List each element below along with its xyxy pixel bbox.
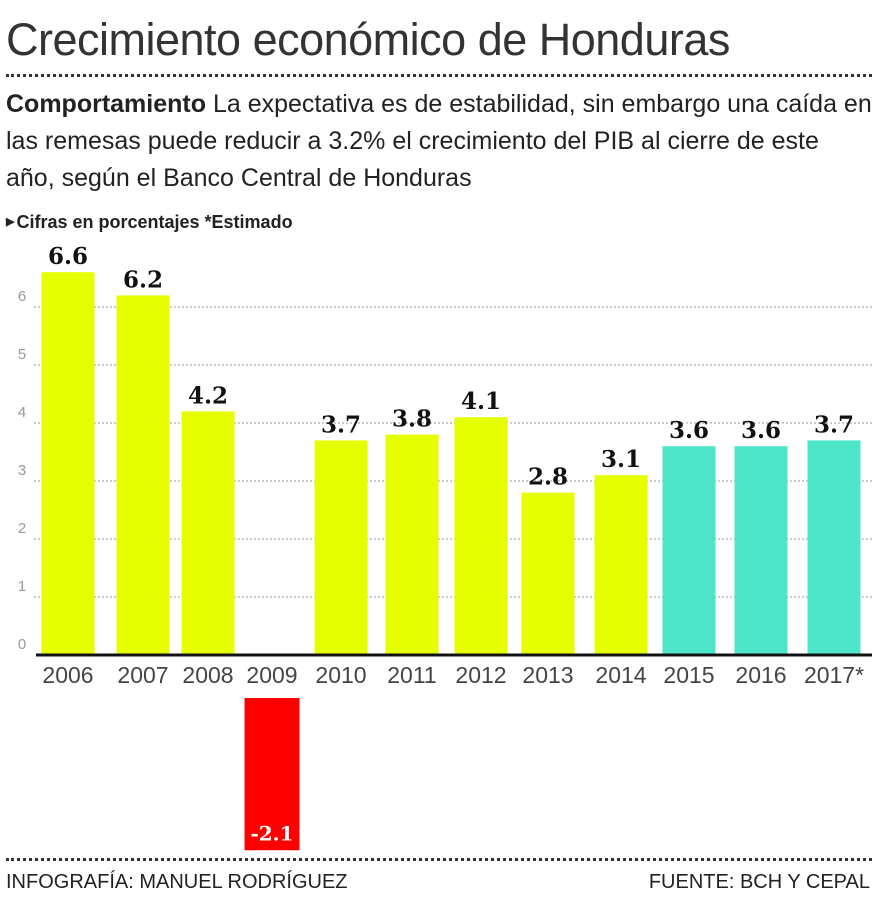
subtitle-lead: Comportamiento [6,90,206,118]
y-tick-label: 2 [18,520,26,537]
source: FUENTE: BCH Y CEPAL [648,871,870,893]
bar [41,272,95,655]
subtitle-text: La expectativa es de estabilidad, sin em… [6,90,872,192]
x-tick-label: 2012 [455,662,506,688]
title-divider [6,74,872,77]
x-tick-label: 2007 [117,662,168,688]
bar [314,440,368,655]
y-tick-label: 1 [18,578,26,595]
data-label: 6.6 [48,243,88,270]
bar [807,440,861,655]
data-label: 4.1 [461,388,501,415]
bar [454,417,508,655]
note-text: Cifras en porcentajes *Estimado [16,212,293,232]
chart-note: ▶ Cifras en porcentajes *Estimado [6,212,293,233]
x-tick-label: 2006 [42,662,93,688]
data-label: 4.2 [188,382,228,409]
y-tick-label: 3 [18,462,26,479]
bar [181,411,235,655]
bar [734,446,788,655]
data-label: -2.1 [250,821,293,845]
y-tick-label: 0 [18,636,26,653]
data-label: 6.2 [123,266,163,293]
page-title: Crecimiento económico de Honduras [6,14,730,65]
data-label: 2.8 [528,464,568,491]
x-tick-label: 2010 [315,662,366,688]
x-tick-label: 2009 [246,662,297,688]
y-tick-label: 5 [18,346,26,363]
bar [521,492,575,655]
data-label: 3.7 [321,411,361,438]
data-label: 3.8 [392,406,432,433]
y-tick-label: 4 [18,404,26,421]
bar [116,295,170,655]
triangle-icon: ▶ [6,216,15,228]
x-tick-label: 2013 [522,662,573,688]
bar [594,475,648,655]
footer-divider [6,858,872,861]
credit: INFOGRAFÍA: MANUEL RODRÍGUEZ [6,871,348,893]
x-tick-label: 2016 [735,662,786,688]
data-label: 3.1 [601,446,641,473]
x-tick-label: 2008 [182,662,233,688]
x-tick-label: 2015 [663,662,714,688]
data-label: 3.7 [814,411,854,438]
bar [662,446,716,655]
data-label: 3.6 [669,417,709,444]
x-tick-label: 2011 [387,662,436,688]
subtitle: Comportamiento La expectativa es de esta… [6,86,872,197]
bar [244,698,300,851]
y-tick-label: 6 [18,288,26,305]
x-tick-label: 2017* [804,662,864,688]
bar [385,434,439,655]
data-label: 3.6 [741,417,781,444]
x-tick-label: 2014 [595,662,646,688]
